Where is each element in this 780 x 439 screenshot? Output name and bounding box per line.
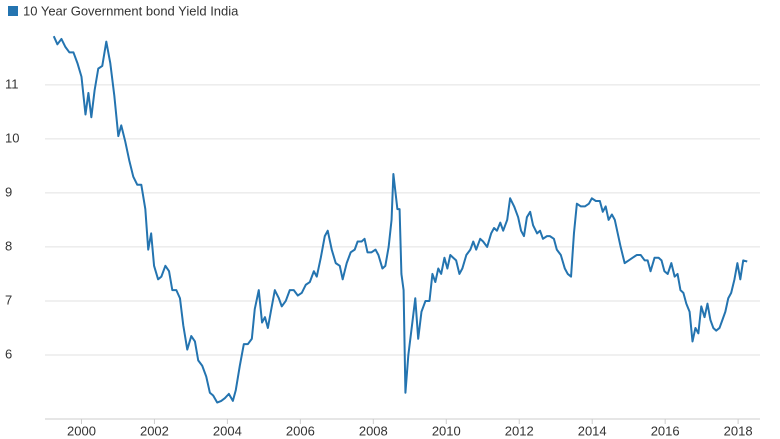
x-tick-label: 2010	[432, 423, 461, 438]
x-tick-label: 2014	[578, 423, 607, 438]
y-tick-label: 8	[5, 238, 12, 253]
x-tick-label: 2004	[213, 423, 242, 438]
x-tick-label: 2006	[286, 423, 315, 438]
y-tick-label: 10	[5, 130, 19, 145]
y-tick-label: 9	[5, 184, 12, 199]
y-tick-label: 7	[5, 292, 12, 307]
x-tick-label: 2008	[359, 423, 388, 438]
y-tick-label: 6	[5, 346, 12, 361]
x-tick-label: 2012	[505, 423, 534, 438]
y-tick-label: 11	[5, 76, 19, 91]
x-tick-label: 2002	[140, 423, 169, 438]
x-tick-label: 2000	[67, 423, 96, 438]
legend-swatch	[8, 6, 18, 16]
x-tick-label: 2016	[651, 423, 680, 438]
legend-label: 10 Year Government bond Yield India	[23, 3, 239, 18]
line-series	[52, 35, 748, 404]
x-tick-label: 2018	[724, 423, 753, 438]
